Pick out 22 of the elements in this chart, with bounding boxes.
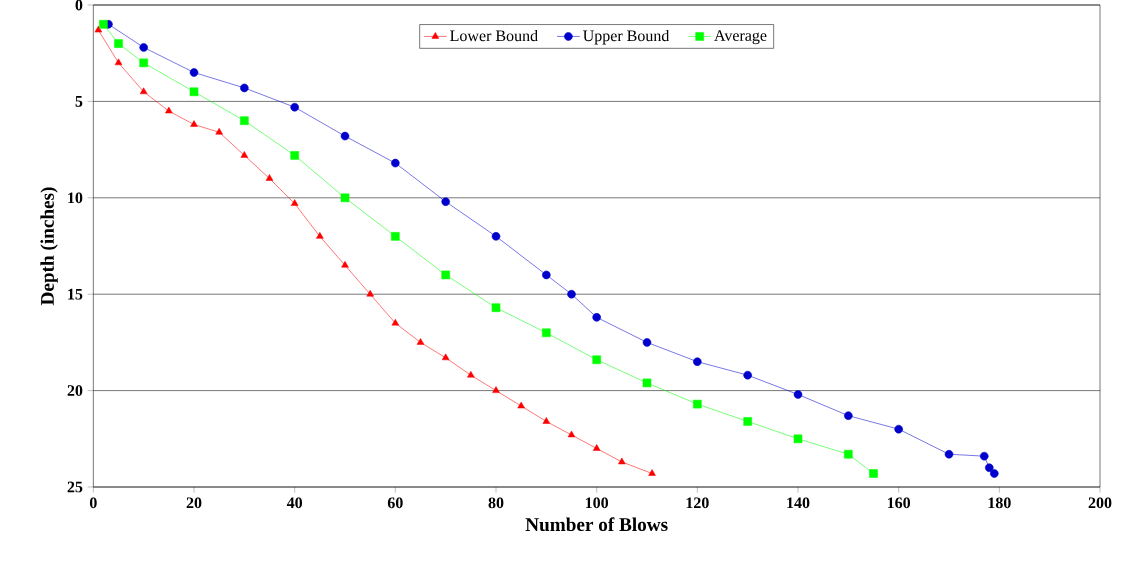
x-tick-label: 20 [186, 497, 202, 509]
x-tick-label: 200 [1088, 497, 1112, 509]
y-tick-label: 10 [68, 192, 83, 204]
legend-label: Lower Bound [450, 29, 538, 42]
y-tick-label: 25 [67, 481, 83, 493]
y-tick-label: 5 [75, 96, 83, 107]
legend-label: Average [714, 30, 767, 45]
x-tick-label: 60 [387, 497, 403, 509]
y-tick-label: 0 [75, 0, 83, 11]
x-tick-label: 100 [585, 497, 609, 509]
legend-label: Upper Bound [583, 29, 670, 45]
x-tick-label: 140 [787, 497, 810, 509]
x-axis-title: Number of Blows [525, 517, 668, 532]
x-tick-label: 180 [988, 497, 1011, 509]
y-tick-label: 15 [68, 288, 83, 300]
x-tick-label: 160 [887, 497, 911, 509]
x-tick-label: 40 [286, 497, 303, 509]
x-tick-label: 0 [89, 497, 97, 509]
x-tick-label: 80 [488, 497, 504, 509]
x-tick-label: 120 [686, 497, 709, 509]
y-tick-label: 20 [67, 385, 83, 396]
y-axis-title: Depth (inches) [40, 187, 58, 306]
